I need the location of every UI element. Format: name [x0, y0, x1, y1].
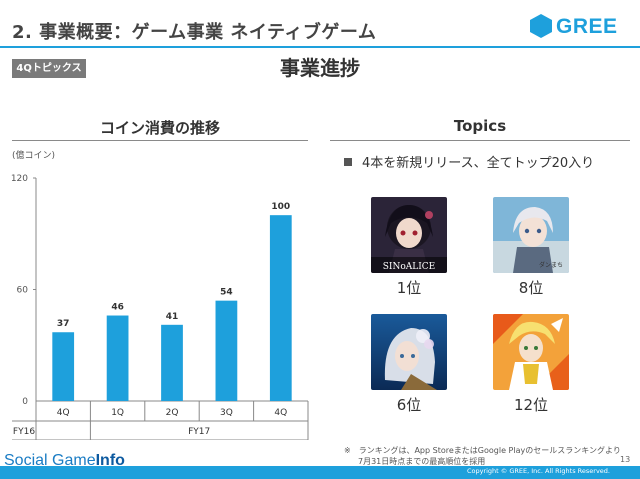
sinoalice-logo-text: SINoALICE	[383, 262, 436, 272]
bar-5	[269, 215, 292, 401]
bar-3	[161, 324, 183, 401]
page-number: 13	[620, 455, 631, 464]
topics-heading: Topics	[453, 117, 507, 135]
bar-2	[106, 315, 129, 401]
watermark-prefix: Social Game	[4, 452, 96, 469]
y-tick-label: 60	[17, 286, 29, 296]
x-category-label: 4Q	[57, 408, 70, 418]
topics-badge: 4Qトピックス	[12, 59, 86, 78]
silver-hair-game-icon	[371, 314, 447, 390]
ranking-footnote: ※ ランキングは、App StoreまたはGoogle Playのセールスランキ…	[344, 445, 621, 467]
game-card-danmachi: ダンまち 8位	[491, 197, 571, 298]
bar-value-label: 54	[220, 288, 233, 298]
coin-consumption-chart: (億コイン) 0 60 120 37 46 41 54 100 4Q 1Q 2Q 3Q 4Q FY16 FY1…	[0, 140, 320, 441]
y-tick-label: 120	[11, 174, 28, 184]
game-rank: 8位	[518, 279, 544, 297]
footnote-line-1: ※ ランキングは、App StoreまたはGoogle Playのセールスランキ…	[344, 446, 621, 455]
gree-logo-text: GREE	[556, 15, 618, 38]
topics-heading-divider	[330, 140, 630, 141]
bar-1	[52, 332, 75, 401]
danmachi-logo-text: ダンまち	[539, 261, 563, 269]
y-tick-label: 0	[22, 397, 28, 407]
x-category-label: 2Q	[166, 408, 179, 418]
watermark-suffix: Info	[95, 452, 125, 469]
x-category-label: 4Q	[274, 408, 287, 418]
bar-value-label: 100	[271, 202, 290, 212]
sinoalice-icon: SINoALICE	[371, 197, 447, 273]
x-category-label: 3Q	[220, 408, 233, 418]
bar-4	[215, 300, 238, 401]
copyright-text: Copyright © GREE, Inc. All Rights Reserv…	[466, 467, 610, 475]
bullet-square-icon	[344, 157, 352, 166]
game-card-symphogear: 12位	[491, 314, 571, 415]
footnote-line-2: 7月31日時点までの最高順位を採用	[358, 457, 486, 466]
fiscal-year-label: FY17	[188, 427, 210, 437]
main-heading: 事業進捗	[280, 56, 360, 80]
title-divider	[0, 46, 640, 48]
danmachi-icon: ダンまち	[493, 197, 569, 273]
bar-chart-svg: (億コイン) 0 60 120 37 46 41 54 100 4Q 1Q 2Q 3Q 4Q FY16 FY1…	[11, 149, 309, 441]
y-axis-unit-label: (億コイン)	[12, 149, 55, 161]
watermark: Social GameInfo	[4, 452, 125, 470]
gree-hexagon-icon	[530, 14, 552, 38]
chart-heading: コイン消費の推移	[99, 119, 220, 137]
symphogear-icon	[493, 314, 569, 390]
topics-bullet: 4本を新規リリース、全てトップ20入り	[344, 152, 594, 171]
fiscal-year-label: FY16	[13, 427, 35, 437]
game-card-sinoalice: SINoALICE 1位	[369, 197, 449, 298]
footer-bar: Copyright © GREE, Inc. All Rights Reserv…	[0, 466, 640, 479]
game-rank: 1位	[396, 279, 422, 297]
x-category-label: 1Q	[111, 408, 124, 418]
game-card-3: 6位	[369, 314, 449, 415]
bar-value-label: 37	[57, 319, 70, 329]
game-rank: 12位	[513, 396, 549, 414]
slide-title: 2. 事業概要：ゲーム事業 ネイティブゲーム	[12, 22, 377, 43]
bar-value-label: 41	[166, 312, 179, 322]
chart-heading-divider	[12, 140, 308, 141]
bar-value-label: 46	[111, 303, 124, 313]
game-rank: 6位	[396, 396, 422, 414]
topics-bullet-text: 4本を新規リリース、全てトップ20入り	[362, 156, 595, 171]
gree-logo: GREE	[530, 14, 630, 42]
